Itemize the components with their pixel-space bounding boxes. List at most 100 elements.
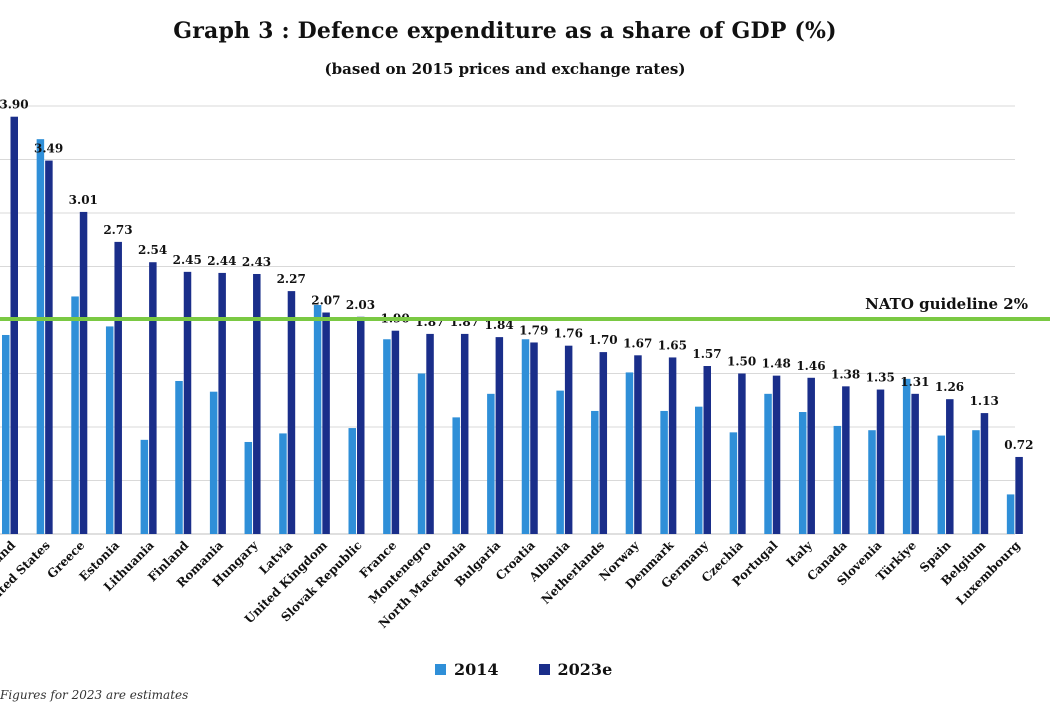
data-label: 1.84 — [484, 318, 513, 332]
data-label: 2.03 — [346, 298, 375, 312]
bar-2023e — [149, 262, 157, 534]
bar-2023e — [218, 272, 226, 534]
bar-2023e — [911, 393, 919, 534]
bar-2014 — [833, 425, 842, 534]
data-label: 1.65 — [658, 338, 687, 352]
bar-2014 — [279, 433, 287, 534]
bar-2023e — [322, 312, 330, 534]
data-label: 3.90 — [0, 98, 29, 112]
legend-item-2023e: 2023e — [538, 660, 613, 679]
bar-2023e — [703, 366, 711, 534]
bar-2014 — [660, 410, 668, 534]
data-label: 3.01 — [69, 193, 98, 207]
chart-title: Graph 3 : Defence expenditure as a share… — [173, 18, 837, 44]
data-label: 1.38 — [831, 367, 860, 381]
bar-2023e — [391, 330, 400, 534]
legend-swatch-2014 — [435, 664, 446, 675]
bar-2014 — [868, 430, 876, 534]
bar-2023e — [946, 399, 954, 534]
data-label: 0.72 — [1004, 438, 1033, 452]
bar-2014 — [972, 430, 980, 534]
data-label: 2.44 — [207, 254, 236, 268]
data-label: 1.76 — [554, 327, 583, 341]
bar-2014 — [591, 410, 599, 534]
bar-2023e — [357, 316, 365, 534]
legend: 2014 2023e — [435, 660, 612, 679]
data-label: 1.13 — [970, 394, 999, 408]
data-label: 2.27 — [277, 272, 306, 286]
bar-2023e — [495, 337, 504, 534]
data-label: 1.50 — [727, 355, 756, 369]
bar-2023e — [79, 211, 88, 534]
bar-2023e — [564, 345, 573, 534]
data-label: 2.54 — [138, 243, 167, 257]
bar-2023e — [530, 342, 538, 534]
bar-2014 — [209, 391, 218, 534]
data-label: 1.79 — [519, 323, 548, 337]
bar-2014 — [244, 441, 253, 534]
data-label: 2.07 — [311, 294, 340, 308]
bar-2014 — [902, 378, 911, 534]
bar-2014 — [729, 432, 738, 534]
legend-swatch-2023e — [538, 664, 550, 675]
legend-label-2023e: 2023e — [557, 660, 613, 679]
bar-2014 — [2, 334, 10, 534]
bar-2014 — [937, 435, 946, 534]
bar-2023e — [253, 273, 261, 534]
bar-2014 — [175, 380, 183, 534]
bar-2023e — [634, 355, 642, 534]
chart-subtitle: (based on 2015 prices and exchange rates… — [324, 60, 686, 78]
bar-2014 — [452, 417, 460, 534]
bar-2023e — [287, 291, 296, 534]
bar-2023e — [772, 375, 781, 534]
bar-2014 — [798, 412, 807, 534]
data-label: 1.26 — [935, 380, 964, 394]
bar-2014 — [521, 339, 530, 534]
footnote: Figures for 2023 are estimates — [0, 688, 189, 702]
data-label: 2.45 — [173, 253, 202, 267]
data-label: 1.35 — [866, 371, 895, 385]
bar-2023e — [807, 377, 815, 534]
bar-2023e — [460, 333, 469, 534]
bar-2023e — [1015, 456, 1023, 534]
bar-2014 — [383, 339, 391, 534]
legend-label-2014: 2014 — [454, 660, 499, 679]
bar-2023e — [114, 241, 122, 534]
bar-2023e — [183, 271, 192, 534]
bar-2014 — [764, 393, 772, 534]
bar-2014 — [140, 439, 149, 534]
data-label: 1.31 — [900, 375, 929, 389]
data-label: 1.67 — [623, 336, 652, 350]
bar-2023e — [45, 160, 53, 534]
bar-2014 — [36, 139, 45, 535]
bar-2014 — [487, 393, 495, 534]
bar-2014 — [71, 296, 79, 534]
data-label: 1.70 — [588, 333, 617, 347]
bar-2014 — [695, 406, 703, 534]
bar-2014 — [1006, 494, 1015, 534]
data-label: 1.46 — [796, 359, 825, 373]
bar-2014 — [417, 373, 426, 534]
bar-2014 — [625, 372, 634, 534]
data-label: 2.43 — [242, 255, 271, 269]
nato-guideline-label: NATO guideline 2% — [865, 295, 1028, 313]
bar-2014 — [348, 428, 356, 534]
bar-2014 — [313, 305, 322, 534]
bar-2023e — [426, 333, 434, 534]
data-label: 3.49 — [34, 142, 63, 156]
legend-item-2014: 2014 — [435, 660, 499, 679]
bar-2014 — [556, 390, 564, 534]
category-label: Luxembourg — [953, 538, 1023, 608]
bar-2023e — [668, 357, 677, 534]
bar-2023e — [842, 386, 850, 534]
data-label: 2.73 — [103, 223, 132, 237]
bar-2023e — [10, 116, 18, 534]
data-label: 1.57 — [692, 347, 721, 361]
bar-2023e — [599, 352, 608, 534]
bar-2023e — [738, 373, 746, 534]
bar-2023e — [876, 389, 885, 534]
category-label: Italy — [784, 537, 816, 569]
bar-2014 — [105, 326, 114, 534]
data-label: 1.48 — [762, 357, 791, 371]
